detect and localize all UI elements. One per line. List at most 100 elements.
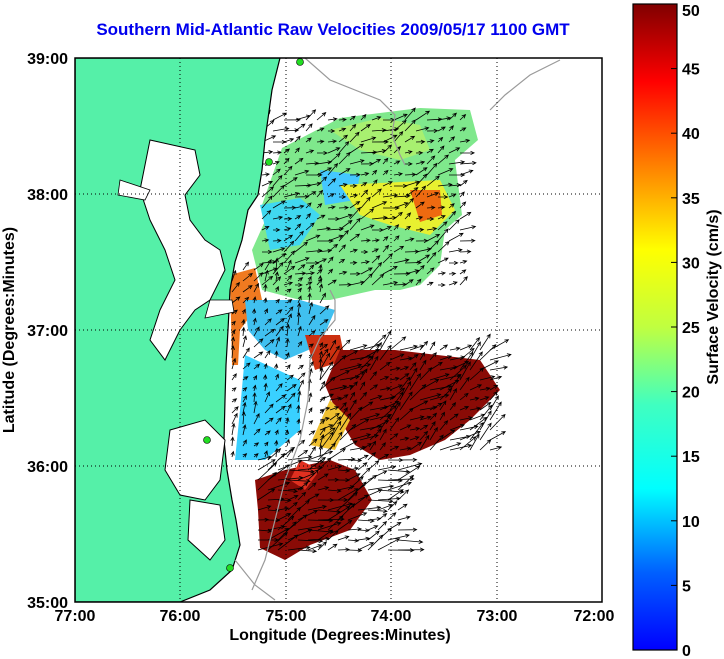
velocity-arrow [379, 386, 392, 391]
velocity-arrow [308, 264, 315, 271]
velocity-arrow [349, 260, 358, 265]
velocity-arrow [449, 402, 457, 411]
velocity-arrow [319, 406, 331, 411]
velocity-arrow [327, 515, 344, 531]
velocity-arrow [294, 204, 305, 209]
velocity-arrow [231, 406, 239, 414]
velocity-arrow [429, 341, 436, 351]
velocity-arrow [286, 392, 296, 403]
velocity-arrow [317, 541, 328, 551]
velocity-arrow [329, 412, 340, 421]
velocity-arrow [272, 168, 281, 176]
velocity-arrow [317, 150, 329, 156]
velocity-arrow [367, 498, 394, 504]
velocity-arrow [449, 364, 467, 381]
velocity-arrow [316, 258, 328, 264]
velocity-arrow [439, 344, 449, 351]
velocity-arrow [389, 387, 406, 401]
velocity-arrow [286, 298, 293, 304]
velocity-arrow [426, 192, 440, 198]
velocity-arrow [371, 179, 378, 187]
velocity-arrow [489, 401, 502, 421]
velocity-arrow [347, 473, 361, 481]
velocity-arrow [230, 436, 235, 447]
velocity-arrow [275, 325, 284, 337]
velocity-arrow [448, 147, 461, 154]
velocity-arrow [360, 189, 369, 198]
velocity-arrow [426, 155, 436, 165]
velocity-arrow [429, 426, 438, 441]
x-axis-label: Longitude (Degrees:Minutes) [229, 627, 450, 644]
velocity-arrow [382, 193, 399, 198]
velocity-arrow [297, 548, 318, 554]
velocity-arrow [459, 179, 468, 187]
velocity-arrow [294, 147, 300, 154]
colorbar-tick-label: 50 [682, 3, 700, 20]
map-title: Southern Mid-Atlantic Raw Velocities 200… [96, 20, 570, 39]
velocity-arrow [397, 547, 425, 552]
velocity-arrow [369, 428, 382, 441]
velocity-arrow [382, 144, 393, 154]
velocity-arrow [369, 334, 387, 351]
velocity-arrow [264, 430, 271, 436]
velocity-arrow [404, 197, 414, 209]
velocity-arrow [272, 126, 290, 132]
y-axis-label: Latitude (Degrees:Minutes) [1, 227, 18, 433]
velocity-arrow [242, 424, 247, 436]
velocity-arrow [404, 107, 416, 121]
velocity-arrow [286, 313, 292, 326]
lat-tick-label: 39:00 [27, 51, 68, 68]
colorbar-tick-label: 0 [682, 643, 691, 659]
velocity-arrow [252, 317, 257, 326]
velocity-arrow [349, 123, 357, 132]
velocity-arrow [297, 277, 304, 282]
velocity-arrow [261, 275, 274, 286]
velocity-arrow [399, 436, 410, 441]
velocity-arrow [241, 308, 246, 315]
velocity-arrow [404, 119, 417, 132]
velocity-arrow [448, 260, 459, 266]
velocity-arrow [360, 196, 371, 209]
velocity-arrow [285, 416, 290, 425]
velocity-arrow [429, 434, 444, 451]
velocity-arrow [349, 217, 361, 231]
velocity-arrow [349, 248, 358, 253]
velocity-arrow [379, 395, 397, 401]
colorbar-tick-label: 35 [682, 191, 700, 208]
velocity-arrow [242, 335, 247, 348]
velocity-arrow [337, 535, 350, 541]
velocity-arrow [297, 340, 303, 348]
velocity-arrow [253, 263, 264, 271]
velocity-arrow [361, 249, 369, 255]
velocity-arrow [242, 386, 248, 392]
velocity-arrow [296, 312, 301, 326]
velocity-arrow [357, 528, 370, 533]
velocity-arrow [459, 347, 475, 361]
velocity-arrow [359, 381, 366, 391]
velocity-arrow [339, 402, 347, 411]
velocity-arrow [337, 503, 356, 521]
velocity-arrow [264, 350, 271, 359]
velocity-arrow [275, 373, 279, 381]
lon-tick-label: 73:00 [477, 608, 518, 625]
velocity-arrow [252, 296, 257, 304]
velocity-arrow [387, 500, 398, 511]
velocity-arrow [317, 509, 342, 514]
velocity-arrow [369, 355, 379, 371]
velocity-arrow [253, 363, 261, 370]
velocity-arrow [347, 512, 368, 521]
velocity-arrow [283, 265, 296, 275]
velocity-arrow [317, 529, 334, 541]
velocity-arrow [379, 344, 392, 361]
velocity-arrow [359, 391, 368, 401]
velocity-arrow [371, 169, 378, 176]
velocity-arrow [359, 443, 373, 451]
velocity-arrow [327, 147, 341, 154]
velocity-arrow [319, 419, 326, 425]
velocity-arrow [371, 188, 382, 198]
velocity-arrow [327, 162, 339, 176]
velocity-arrow [437, 154, 450, 165]
velocity-arrow [319, 343, 329, 351]
velocity-arrow [379, 442, 386, 451]
velocity-arrow [426, 226, 438, 232]
